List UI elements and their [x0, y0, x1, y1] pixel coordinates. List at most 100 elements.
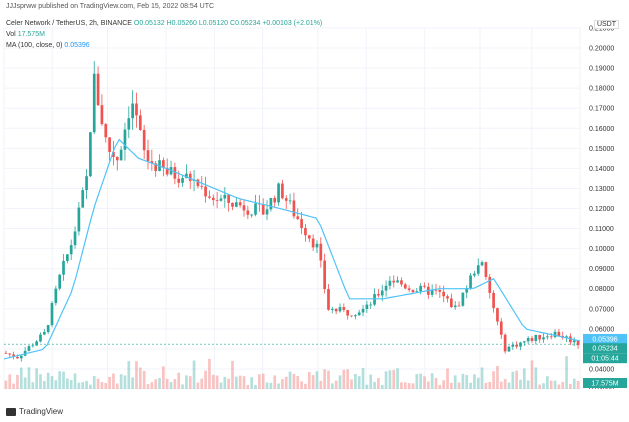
volume-bar: [557, 384, 561, 389]
volume-bar: [62, 371, 65, 389]
volume-bar: [12, 383, 15, 389]
candle-body: [323, 260, 326, 290]
volume-bar: [284, 376, 288, 389]
candle-body: [142, 129, 146, 151]
volume-bar: [311, 375, 315, 389]
volume-badge-bg: [583, 378, 627, 388]
volume-bar: [361, 367, 365, 389]
volume-bar: [223, 376, 227, 389]
volume-bar: [519, 379, 522, 389]
candle-body: [8, 353, 12, 355]
volume-bar: [181, 384, 184, 389]
volume-bar: [31, 382, 35, 389]
candle-body: [522, 341, 526, 343]
candle-body: [453, 305, 457, 308]
candle-body: [234, 202, 238, 207]
candle-body: [315, 243, 319, 248]
volume-bar: [54, 380, 58, 389]
volume-bar: [254, 384, 257, 389]
price-tick-label: 0.09000: [589, 266, 614, 273]
volume-bar: [507, 382, 511, 389]
candle-body: [546, 336, 549, 338]
candle-body: [354, 315, 357, 317]
volume-badge-text: 17.575M: [591, 381, 618, 388]
volume-bar: [407, 383, 411, 389]
volume-bar: [89, 384, 92, 389]
volume-bar: [538, 384, 542, 389]
volume-bar: [69, 380, 73, 389]
candle-body: [377, 294, 380, 296]
candle-body: [50, 303, 54, 326]
candle-body: [361, 308, 365, 313]
volume-bar: [534, 367, 538, 389]
candle-body: [384, 285, 388, 291]
candle-body: [530, 338, 534, 341]
candle-body: [154, 163, 158, 171]
candle-body: [327, 289, 330, 310]
candle-body: [246, 210, 250, 215]
candle-body: [542, 337, 545, 340]
candle-body: [108, 137, 111, 152]
volume-bar: [231, 360, 234, 389]
candle-body: [446, 296, 449, 299]
volume-bar: [196, 382, 200, 389]
candle-body: [392, 280, 396, 283]
candle-body: [100, 105, 104, 125]
candle-body: [503, 334, 507, 352]
volume-bar: [238, 375, 242, 389]
volume-bar: [234, 376, 238, 389]
candle-body: [334, 308, 338, 312]
candle-body: [242, 205, 246, 211]
candle-body: [238, 202, 242, 206]
volume-bar: [127, 361, 131, 389]
volume-bar: [188, 376, 192, 389]
candle-body: [423, 285, 426, 287]
volume-bar: [242, 376, 246, 389]
volume-bar: [66, 378, 69, 389]
volume-bar: [549, 380, 553, 389]
candle-body: [407, 288, 411, 290]
candle-body: [42, 331, 46, 335]
volume-bar: [450, 382, 453, 389]
chart-area[interactable]: 0.21000 0.20000 0.19000 0.18000 0.17000 0.160…: [0, 14, 629, 389]
volume-bar: [219, 382, 223, 389]
candle-body: [261, 204, 265, 215]
symbol-name: Celer Network / TetherUS, 2h, BINANCE: [6, 20, 132, 27]
price-tick-label: 0.20000: [589, 46, 614, 53]
volume-bar: [369, 374, 373, 389]
volume-bar: [476, 377, 480, 389]
volume-bar: [400, 382, 403, 389]
volume-bar: [480, 367, 484, 389]
volume-bar: [200, 378, 204, 389]
candle-body: [35, 341, 38, 346]
candle-body: [380, 290, 384, 296]
volume-bar: [246, 384, 250, 389]
volume-bar: [42, 380, 46, 389]
candle-body: [89, 132, 92, 177]
volume-bar: [135, 361, 138, 389]
volume-bar: [104, 383, 108, 389]
candle-body: [177, 178, 181, 183]
candle-body: [188, 173, 192, 181]
candle-body: [81, 190, 85, 208]
volume-bar: [77, 382, 81, 389]
candle-body: [415, 291, 419, 293]
last-price-badge: 0.05234: [583, 343, 627, 354]
price-chart[interactable]: 0.21000 0.20000 0.19000 0.18000 0.17000 0.160…: [0, 14, 629, 389]
volume-bar: [50, 376, 54, 389]
candle-body: [162, 160, 165, 168]
price-tick-label: 0.10000: [589, 246, 614, 253]
candle-body: [369, 304, 373, 306]
price-tick-label: 0.14000: [589, 166, 614, 173]
candle-body: [4, 352, 8, 354]
candle-body: [165, 167, 169, 175]
candle-body: [565, 336, 568, 338]
candle-body: [96, 73, 100, 106]
candle-body: [69, 245, 73, 255]
volume-bar: [357, 376, 361, 389]
volume-bar: [158, 377, 161, 389]
volume-bar: [258, 374, 261, 389]
volume-bar: [19, 367, 23, 389]
volume-bar: [565, 356, 568, 389]
volume-bar: [373, 381, 376, 389]
